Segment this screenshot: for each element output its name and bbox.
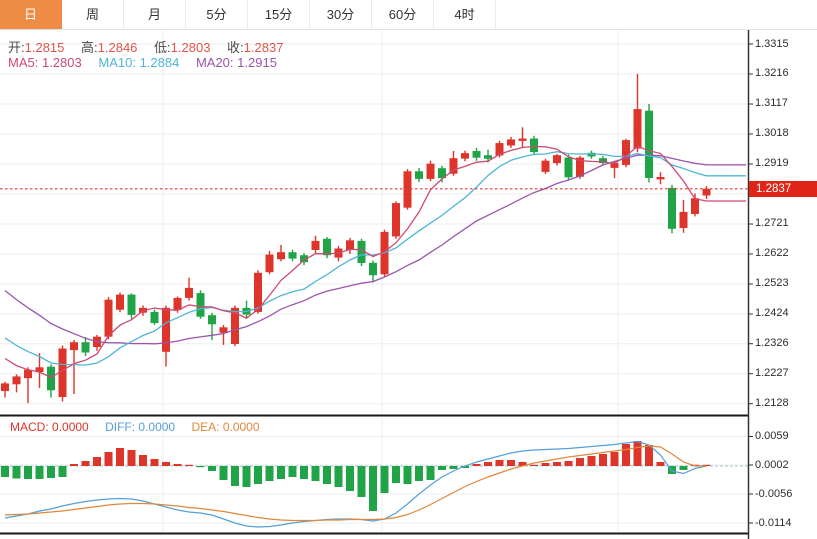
ma-legend: MA5: 1.2803 MA10: 1.2884 MA20: 1.2915 xyxy=(8,55,290,70)
current-price-badge: 1.2837 xyxy=(749,181,817,197)
macd-axis-tick: -0.0056 xyxy=(755,487,793,500)
tab-month[interactable]: 月 xyxy=(124,0,186,29)
macd-legend: MACD: 0.0000 DIFF: 0.0000 DEA: 0.0000 xyxy=(10,420,273,434)
tab-week[interactable]: 周 xyxy=(62,0,124,29)
price-axis-tick: 1.2128 xyxy=(755,397,789,410)
tab-5min[interactable]: 5分 xyxy=(186,0,248,29)
price-axis-tick: 1.2523 xyxy=(755,277,789,290)
ma20-label: MA20: xyxy=(195,55,234,70)
ma5-value: 1.2803 xyxy=(41,55,82,70)
tab-day[interactable]: 日 xyxy=(0,0,62,29)
price-axis: 1.33151.32161.31171.30181.29191.28201.27… xyxy=(749,30,817,539)
close-value: 1.2837 xyxy=(243,40,284,55)
price-axis-tick: 1.2424 xyxy=(755,307,789,320)
close-label: 收: xyxy=(227,40,244,55)
timeframe-tabbar: 日 周 月 5分 15分 30分 60分 4时 xyxy=(0,0,817,30)
dea-value: 0.0000 xyxy=(222,420,260,434)
open-label: 开: xyxy=(8,40,25,55)
dea-label: DEA: xyxy=(191,420,220,434)
macd-axis-tick: 0.0059 xyxy=(755,430,789,442)
price-axis-tick: 1.3315 xyxy=(755,37,789,50)
price-axis-tick: 1.2227 xyxy=(755,367,789,380)
price-axis-tick: 1.2721 xyxy=(755,217,789,230)
price-axis-tick: 1.2326 xyxy=(755,337,789,350)
ma10-label: MA10: xyxy=(98,55,136,70)
macd-axis-tick: 0.0002 xyxy=(755,458,789,471)
high-label: 高: xyxy=(81,40,98,55)
low-value: 1.2803 xyxy=(170,40,211,55)
high-value: 1.2846 xyxy=(97,40,138,55)
price-axis-tick: 1.3117 xyxy=(755,97,788,110)
ma20-value: 1.2915 xyxy=(237,55,277,70)
tab-4hour[interactable]: 4时 xyxy=(434,0,496,29)
tab-30min[interactable]: 30分 xyxy=(310,0,372,29)
ma10-value: 1.2884 xyxy=(139,55,180,70)
macd-axis-tick: -0.0114 xyxy=(755,516,792,529)
price-axis-tick: 1.2622 xyxy=(755,247,789,260)
diff-label: DIFF: xyxy=(105,420,136,434)
macd-label: MACD: xyxy=(10,420,49,434)
tab-60min[interactable]: 60分 xyxy=(372,0,434,29)
price-axis-tick: 1.3216 xyxy=(755,67,789,80)
ohlc-legend: 开:1.2815 高:1.2846 低:1.2803 收:1.2837 xyxy=(8,37,296,56)
low-label: 低: xyxy=(154,40,171,55)
macd-value: 0.0000 xyxy=(52,420,89,434)
price-axis-tick: 1.2919 xyxy=(755,157,789,170)
open-value: 1.2815 xyxy=(24,40,65,55)
diff-value: 0.0000 xyxy=(138,420,176,434)
tab-15min[interactable]: 15分 xyxy=(248,0,310,29)
price-axis-tick: 1.3018 xyxy=(755,127,789,140)
ma5-label: MA5: xyxy=(8,55,39,70)
